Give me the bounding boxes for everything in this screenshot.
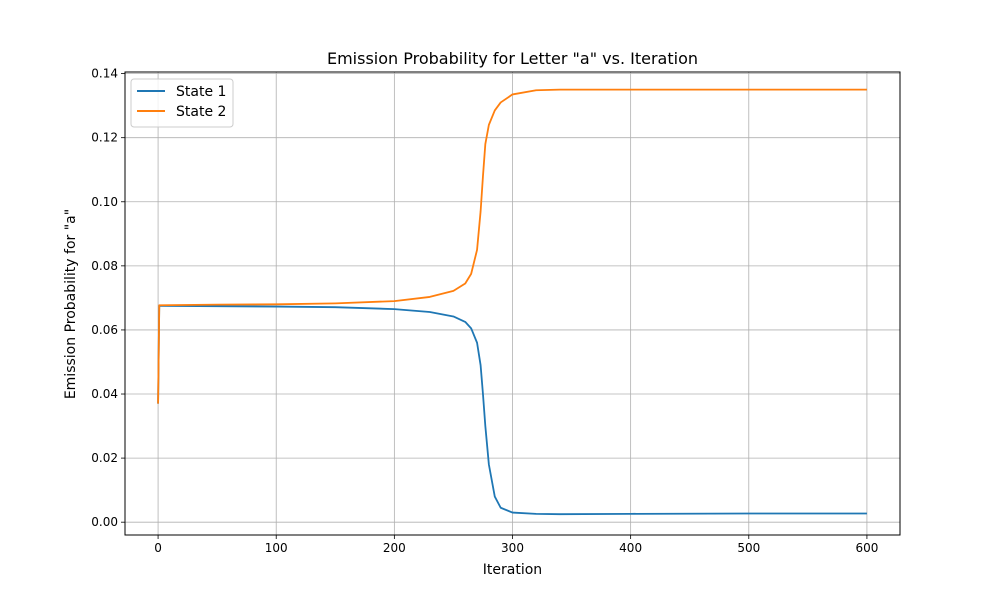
- x-tick-label: 0: [154, 541, 162, 555]
- series-line-state-1: [157, 304, 867, 516]
- chart-title: Emission Probability for Letter "a" vs. …: [327, 49, 698, 68]
- y-tick-label: 0.06: [91, 323, 118, 337]
- y-tick-label: 0.10: [91, 195, 118, 209]
- legend-label-state-2: State 2: [176, 104, 226, 120]
- y-tick-label: 0.12: [91, 131, 118, 145]
- x-tick-label: 300: [501, 541, 524, 555]
- x-axis-label: Iteration: [483, 562, 542, 578]
- y-tick-label: 0.14: [91, 67, 118, 81]
- y-tick-label: 0.04: [91, 387, 118, 401]
- legend-label-state-1: State 1: [176, 84, 226, 100]
- legend: State 1 State 2: [130, 78, 234, 128]
- y-tick-label: 0.08: [91, 259, 118, 273]
- x-tick-label: 200: [383, 541, 406, 555]
- x-tick-label: 400: [619, 541, 642, 555]
- grid: [125, 72, 900, 535]
- y-tick-label: 0.02: [91, 451, 118, 465]
- y-tick-label: 0.00: [91, 515, 118, 529]
- series-line-state-2: [157, 88, 867, 404]
- x-tick-label: 100: [265, 541, 288, 555]
- x-tick-label: 600: [855, 541, 878, 555]
- x-tick-label: 500: [737, 541, 760, 555]
- axis-ticks: 0 100 200 300 400 500 600 0.00 0.02 0.04 0.06 0.08 0…: [91, 67, 878, 555]
- y-axis-label: Emission Probability for "a": [63, 209, 79, 399]
- series-lines: [157, 88, 867, 516]
